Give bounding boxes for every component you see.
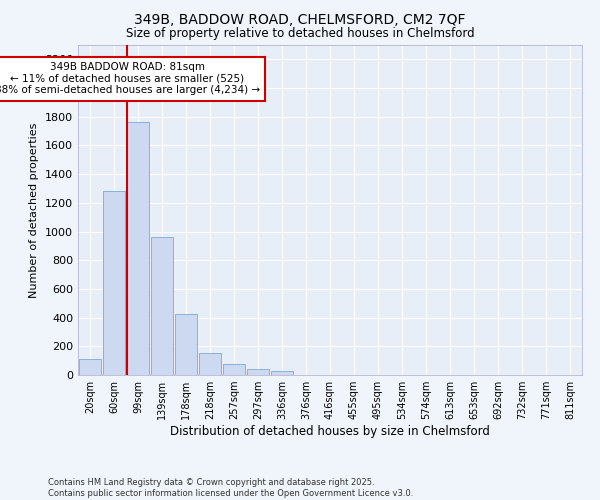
- Bar: [199, 354, 221, 375]
- Text: Size of property relative to detached houses in Chelmsford: Size of property relative to detached ho…: [125, 28, 475, 40]
- Bar: [79, 358, 101, 375]
- Text: 349B BADDOW ROAD: 81sqm
← 11% of detached houses are smaller (525)
88% of semi-d: 349B BADDOW ROAD: 81sqm ← 11% of detache…: [0, 62, 260, 96]
- Bar: [271, 372, 293, 375]
- Bar: [127, 122, 149, 375]
- Text: Contains HM Land Registry data © Crown copyright and database right 2025.
Contai: Contains HM Land Registry data © Crown c…: [48, 478, 413, 498]
- Bar: [151, 238, 173, 375]
- Bar: [247, 370, 269, 375]
- X-axis label: Distribution of detached houses by size in Chelmsford: Distribution of detached houses by size …: [170, 425, 490, 438]
- Text: 349B, BADDOW ROAD, CHELMSFORD, CM2 7QF: 349B, BADDOW ROAD, CHELMSFORD, CM2 7QF: [134, 12, 466, 26]
- Bar: [223, 364, 245, 375]
- Bar: [103, 192, 125, 375]
- Bar: [175, 314, 197, 375]
- Y-axis label: Number of detached properties: Number of detached properties: [29, 122, 40, 298]
